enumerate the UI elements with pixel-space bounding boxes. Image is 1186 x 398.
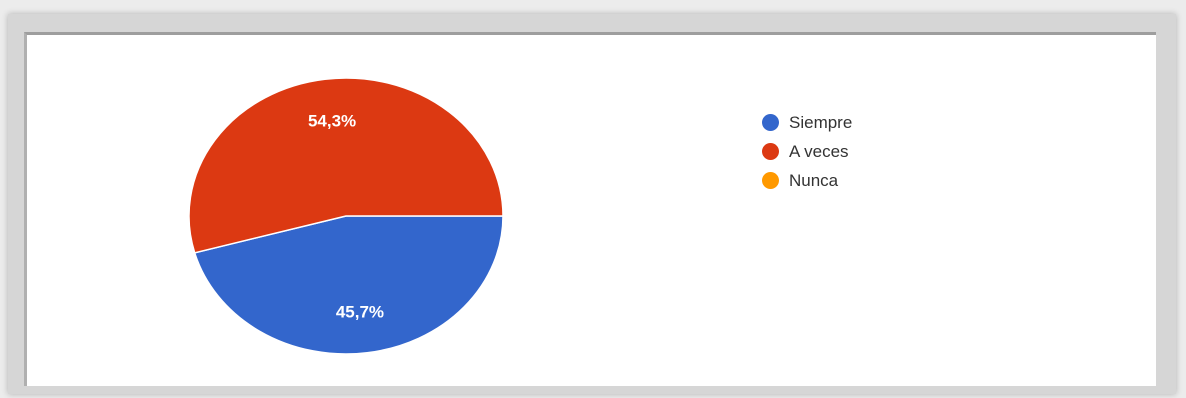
pie-slice-a-veces[interactable] — [188, 77, 504, 254]
slice-label-siempre: 45,7% — [336, 303, 384, 322]
legend-label-nunca: Nunca — [789, 170, 839, 190]
pie-slice-siempre[interactable] — [193, 215, 504, 355]
chart-card: 45,7% 54,3% Siempre A veces Nunca — [24, 32, 1156, 386]
legend-item-siempre[interactable]: Siempre — [762, 108, 852, 137]
legend-item-nunca[interactable]: Nunca — [762, 166, 852, 195]
legend-label-siempre: Siempre — [789, 112, 853, 132]
legend-label-a-veces: A veces — [789, 141, 849, 161]
legend: Siempre A veces Nunca — [762, 108, 852, 195]
legend-swatch-a-veces — [762, 143, 779, 160]
legend-item-a-veces[interactable]: A veces — [762, 137, 852, 166]
pie-chart: 45,7% 54,3% — [188, 77, 504, 355]
legend-swatch-siempre — [762, 114, 779, 131]
slice-label-a-veces: 54,3% — [308, 111, 356, 130]
legend-swatch-nunca — [762, 172, 779, 189]
